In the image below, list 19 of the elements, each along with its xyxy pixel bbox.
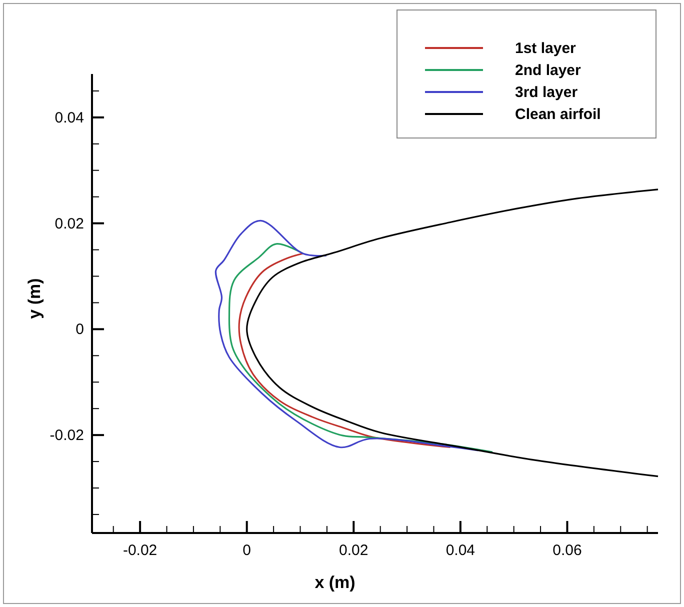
x-tick-label: 0.02 — [339, 542, 368, 559]
legend-label: 2nd layer — [515, 62, 582, 79]
x-tick-label: 0 — [242, 542, 252, 559]
x-tick-label: -0.02 — [122, 542, 158, 559]
y-tick-label: 0 — [76, 321, 84, 338]
x-tick-label: 0.06 — [552, 542, 582, 559]
legend-label: 3rd layer — [515, 84, 578, 101]
line-series — [214, 220, 479, 452]
y-tick-label: -0.02 — [50, 427, 84, 444]
y-tick-label: 0.02 — [54, 215, 84, 232]
line-series — [246, 188, 659, 478]
y-tick-label: 0.04 — [54, 109, 84, 126]
line-series — [228, 243, 494, 453]
x-axis-title: x (m) — [314, 573, 356, 592]
legend-label: Clean airfoil — [515, 106, 601, 123]
line-series — [238, 252, 452, 448]
x-tick-label: 0.04 — [446, 542, 476, 559]
y-axis-title: y (m) — [25, 278, 44, 319]
legend-label: 1st layer — [515, 40, 576, 57]
